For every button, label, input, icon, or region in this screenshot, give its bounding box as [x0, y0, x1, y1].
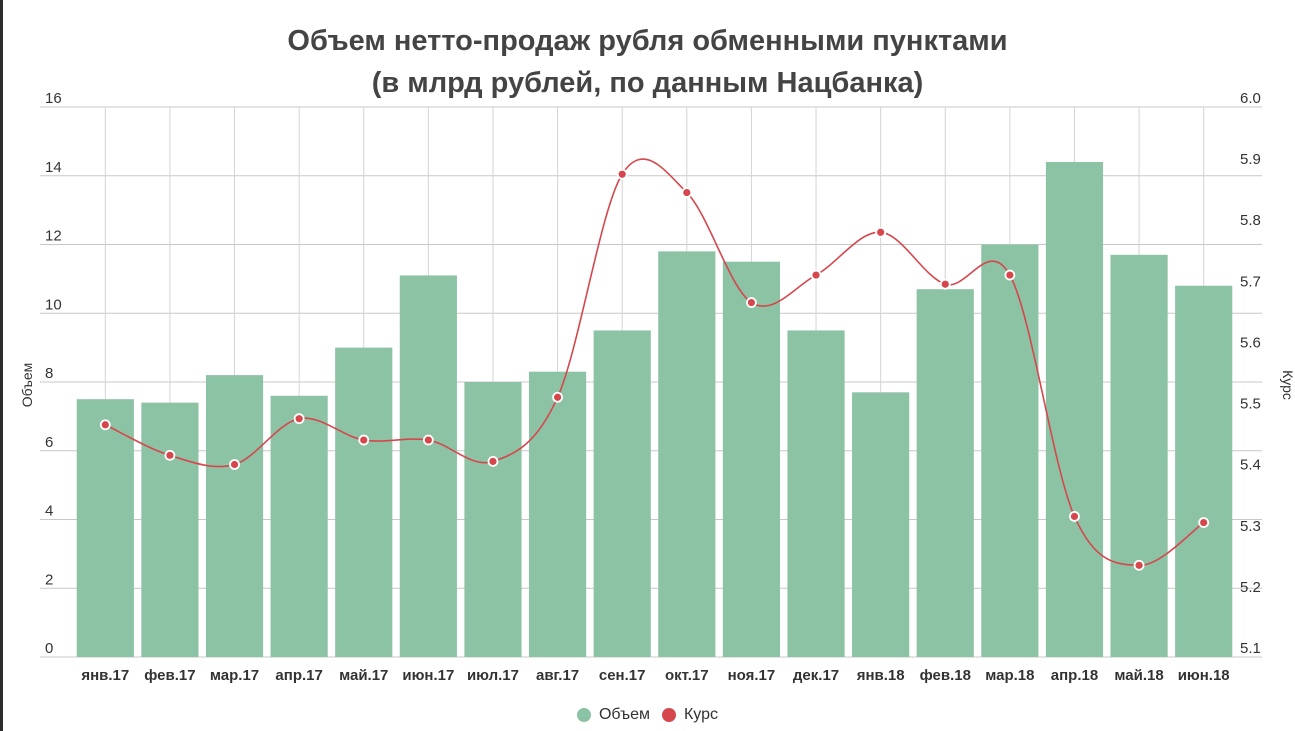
- y-right-tick-label: 5.2: [1240, 579, 1261, 596]
- legend-label-volume: Объем: [598, 706, 650, 723]
- y-axis-right-title: Курс: [1280, 370, 1295, 400]
- chart-title-line-1: Объем нетто-продаж рубля обменными пункт…: [287, 25, 1008, 57]
- bar[interactable]: [593, 330, 651, 657]
- x-tick-label: июл.17: [467, 667, 519, 684]
- bar[interactable]: [981, 244, 1039, 658]
- data-point[interactable]: [422, 434, 434, 446]
- data-point[interactable]: [875, 226, 887, 238]
- chart-title: Объем нетто-продаж рубля обменными пункт…: [0, 20, 1295, 104]
- series-points-kurs: [99, 168, 1210, 571]
- x-tick-label: май.18: [1114, 667, 1163, 684]
- y-tick-label: 4: [45, 503, 53, 520]
- x-axis: янв.17 фев.17 мар.17 апр.17 май.17 июн.17 июл.…: [81, 667, 1229, 684]
- data-point[interactable]: [293, 413, 305, 425]
- legend-swatch-rate: [661, 708, 676, 722]
- data-point[interactable]: [229, 459, 240, 470]
- x-tick-label: авг.17: [536, 667, 579, 684]
- y-tick-label: 6: [45, 434, 53, 451]
- y-right-tick-label: 5.5: [1240, 396, 1261, 413]
- y-axis-right: 5.1 5.2 5.3 5.4 5.5 5.6 5.7 5.8 5.9 6.0: [1240, 90, 1261, 657]
- bar[interactable]: [335, 347, 393, 657]
- data-point[interactable]: [99, 419, 111, 431]
- x-tick-label: янв.17: [81, 667, 129, 684]
- y-right-tick-label: 5.9: [1240, 151, 1261, 168]
- data-point[interactable]: [810, 269, 822, 281]
- x-tick-label: окт.17: [665, 667, 709, 684]
- x-tick-label: мар.17: [210, 667, 259, 684]
- bar[interactable]: [787, 330, 845, 657]
- x-tick-label: май.17: [339, 667, 388, 684]
- data-point[interactable]: [487, 456, 499, 467]
- chart-title-line-2: (в млрд рублей, по данным Нацбанка): [371, 67, 924, 99]
- x-tick-label: фев.18: [920, 667, 971, 684]
- bar[interactable]: [658, 251, 716, 657]
- legend-item-rate[interactable]: Курс: [661, 706, 719, 724]
- legend-item-volume[interactable]: Объем: [576, 706, 650, 724]
- x-tick-label: янв.18: [857, 667, 905, 684]
- bar[interactable]: [916, 289, 974, 657]
- bar[interactable]: [852, 392, 910, 657]
- data-point[interactable]: [616, 168, 628, 180]
- bar[interactable]: [1110, 254, 1168, 657]
- y-tick-label: 2: [45, 571, 53, 588]
- bar[interactable]: [270, 395, 328, 657]
- bar[interactable]: [1175, 285, 1233, 657]
- legend: Объем Курс: [0, 706, 1295, 724]
- bars: [76, 162, 1233, 658]
- bar[interactable]: [76, 399, 134, 657]
- bar[interactable]: [722, 261, 781, 657]
- data-point[interactable]: [1198, 517, 1210, 528]
- x-tick-label: апр.18: [1051, 667, 1098, 684]
- x-tick-label: июн.17: [402, 667, 454, 684]
- x-tick-label: сен.17: [599, 667, 646, 684]
- x-tick-label: апр.17: [275, 667, 322, 684]
- data-point[interactable]: [1004, 269, 1016, 281]
- x-tick-label: ноя.17: [728, 667, 776, 684]
- y-axis-left-title: Объем: [19, 363, 35, 408]
- bar[interactable]: [528, 371, 587, 657]
- bar[interactable]: [141, 402, 199, 657]
- y-right-tick-label: 5.8: [1240, 212, 1261, 229]
- series-line-kurs: [104, 158, 1205, 567]
- data-point[interactable]: [681, 187, 693, 198]
- y-tick-label: 14: [45, 159, 62, 176]
- y-tick-label: 10: [45, 296, 62, 313]
- y-tick-label: 8: [45, 365, 53, 382]
- y-right-tick-label: 5.3: [1240, 518, 1261, 535]
- legend-swatch-volume: [576, 708, 591, 722]
- y-right-tick-label: 5.7: [1240, 273, 1261, 290]
- x-tick-label: июн.18: [1178, 667, 1230, 684]
- bar[interactable]: [399, 275, 457, 657]
- data-point[interactable]: [164, 449, 176, 461]
- data-point[interactable]: [358, 434, 370, 446]
- bar[interactable]: [205, 375, 264, 657]
- data-point[interactable]: [552, 391, 563, 403]
- y-right-tick-label: 5.1: [1240, 640, 1261, 657]
- y-right-tick-label: 5.6: [1240, 334, 1261, 351]
- legend-label-rate: Курс: [683, 706, 719, 723]
- data-point[interactable]: [939, 278, 951, 290]
- bar[interactable]: [1045, 162, 1104, 657]
- y-tick-label: 16: [45, 90, 62, 107]
- y-right-tick-label: 5.4: [1240, 457, 1261, 474]
- x-tick-label: дек.17: [793, 667, 839, 684]
- y-axis-left: 0 2 4 6 8 10 12 14 16: [45, 90, 62, 657]
- bar[interactable]: [464, 382, 522, 657]
- y-tick-label: 12: [45, 228, 62, 245]
- y-tick-label: 0: [45, 640, 53, 657]
- data-point[interactable]: [1133, 559, 1145, 571]
- data-point[interactable]: [746, 297, 757, 308]
- y-right-tick-label: 6.0: [1240, 90, 1261, 107]
- data-point[interactable]: [1069, 511, 1080, 522]
- x-tick-label: фев.17: [144, 667, 195, 684]
- x-tick-label: мар.18: [985, 667, 1034, 684]
